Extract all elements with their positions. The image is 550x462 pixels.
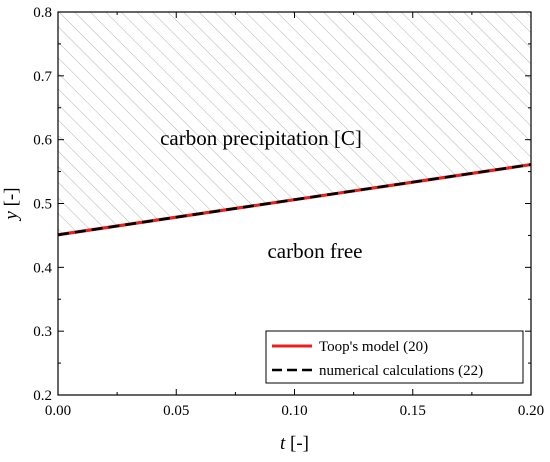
x-tick-label: 0.00 <box>45 403 71 419</box>
y-tick-label: 0.7 <box>33 69 52 85</box>
legend: Toop's model (20) numerical calculations… <box>265 330 524 384</box>
x-tick-label: 0.20 <box>518 403 544 419</box>
y-axis-unit: [-] <box>1 187 22 211</box>
hatched-region <box>58 12 531 235</box>
legend-label-toops-model: Toop's model (20) <box>319 339 428 355</box>
region-label-carbon-free: carbon free <box>267 239 362 263</box>
y-tick-label: 0.4 <box>33 260 52 276</box>
x-tick-label: 0.05 <box>163 403 189 419</box>
region-label-carbon-precipitation: carbon precipitation [C] <box>160 126 362 150</box>
y-tick-label: 0.2 <box>33 388 52 404</box>
legend-box <box>265 330 524 384</box>
y-tick-label: 0.8 <box>33 5 52 21</box>
x-axis-title: t [-] <box>280 433 309 454</box>
y-tick-label: 0.3 <box>33 324 52 340</box>
ticks-layer: 0.00 0.05 0.10 0.15 0.20 0.2 0.3 0.4 0.5 0.6 0.7 0.… <box>33 5 544 419</box>
y-tick-label: 0.6 <box>33 133 52 149</box>
legend-label-numerical-calculations: numerical calculations (22) <box>319 363 483 379</box>
y-axis-symbol: y <box>1 211 22 222</box>
y-axis-title: y [-] <box>1 187 22 221</box>
x-tick-label: 0.15 <box>400 403 426 419</box>
series-layer <box>58 162 531 237</box>
y-tick-label: 0.5 <box>33 197 52 213</box>
hatch-area <box>58 12 531 235</box>
x-tick-label: 0.10 <box>281 403 307 419</box>
series-line-1 <box>58 163 531 237</box>
x-axis-symbol: t <box>280 433 286 454</box>
x-axis-unit: [-] <box>285 433 309 454</box>
